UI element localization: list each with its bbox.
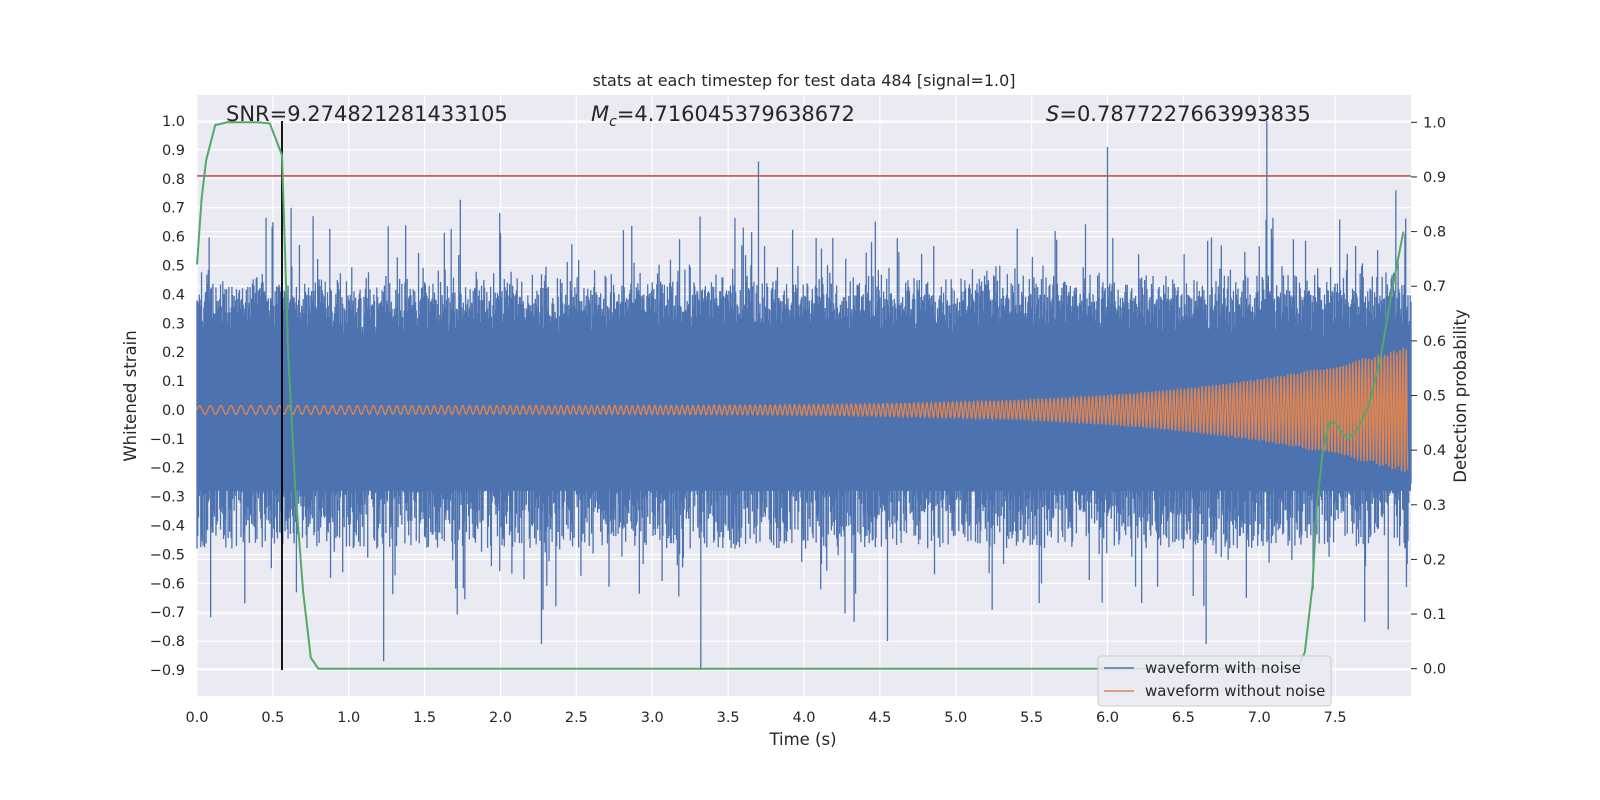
probability-line — [196, 121, 1405, 670]
y2-axis-label: Detection probability — [1451, 309, 1470, 483]
y-tick-label: −0.1 — [150, 432, 185, 448]
chirp-mass-subscript: c — [609, 114, 617, 130]
y-tick-label: 0.3 — [162, 316, 185, 332]
y2-tick-label: 0.6 — [1423, 334, 1446, 350]
y2-tick-label: 0.1 — [1423, 607, 1446, 623]
y-axis-ticks: 1.0 0.9 0.8 0.7 0.6 0.5 0.4 0.3 0.2 0.1 0.0 −0.1 −0.… — [150, 114, 185, 679]
x-tick-label: 6.0 — [1096, 710, 1119, 726]
x-tick-label: 6.5 — [1172, 710, 1195, 726]
y-tick-label: 0.4 — [162, 287, 185, 303]
y-tick-label: −0.7 — [150, 605, 185, 621]
y2-tick-label: 0.4 — [1423, 443, 1446, 459]
y-tick-label: −0.6 — [150, 576, 185, 592]
score-value: =0.7877227663993835 — [1059, 102, 1310, 126]
y-tick-label: −0.2 — [150, 461, 185, 477]
y2-tick-label: 0.3 — [1423, 498, 1446, 514]
x-tick-label: 0.5 — [261, 710, 284, 726]
y-tick-label: −0.9 — [150, 663, 185, 679]
x-tick-label: 5.0 — [944, 710, 967, 726]
x-tick-label: 7.5 — [1324, 710, 1347, 726]
legend-label-noise: waveform with noise — [1145, 659, 1301, 677]
score-annotation: S=0.7877227663993835 — [1046, 102, 1311, 126]
series-detection-probability — [196, 121, 1405, 670]
y2-tick-label: 1.0 — [1423, 115, 1446, 131]
x-tick-label: 0.0 — [185, 710, 208, 726]
y-tick-label: 0.7 — [162, 201, 185, 217]
y-tick-label: 0.5 — [162, 258, 185, 274]
y-tick-label: −0.5 — [150, 547, 185, 563]
x-axis-label: Time (s) — [768, 730, 836, 749]
chirp-trace — [196, 347, 1409, 472]
y-tick-label: 0.9 — [162, 143, 185, 159]
x-tick-label: 4.0 — [792, 710, 815, 726]
x-tick-label: 1.5 — [413, 710, 436, 726]
y-tick-label: −0.8 — [150, 634, 185, 650]
y2-tick-label: 0.9 — [1423, 170, 1446, 186]
chirp-mass-annotation: Mc=4.716045379638672 — [591, 102, 855, 130]
chirp-mass-value: =4.716045379638672 — [617, 102, 855, 126]
y-tick-label: 1.0 — [162, 114, 185, 130]
x-tick-label: 3.5 — [717, 710, 740, 726]
y-tick-label: 0.6 — [162, 230, 185, 246]
y2-tick-label: 0.2 — [1423, 552, 1446, 568]
y-tick-label: 0.1 — [162, 374, 185, 390]
snr-annotation: SNR=9.274821281433105 — [226, 102, 508, 126]
y-tick-label: −0.4 — [150, 519, 185, 535]
y-axis-label: Whitened strain — [121, 330, 140, 461]
chirp-mass-symbol: M — [591, 102, 609, 126]
y-tick-label: 0.0 — [162, 403, 185, 419]
y-tick-label: −0.3 — [150, 490, 185, 506]
y2-axis-ticks: 1.0 0.9 0.8 0.7 0.6 0.5 0.4 0.3 0.2 0.1 0.0 — [1411, 115, 1446, 678]
y2-tick-label: 0.5 — [1423, 389, 1446, 405]
x-tick-label: 2.5 — [565, 710, 588, 726]
y2-tick-label: 0.0 — [1423, 662, 1446, 678]
x-tick-label: 5.5 — [1020, 710, 1043, 726]
legend: waveform with noise waveform without noi… — [1097, 655, 1332, 707]
y2-tick-label: 0.7 — [1423, 279, 1446, 295]
x-tick-label: 2.0 — [489, 710, 512, 726]
x-axis-ticks: 0.0 0.5 1.0 1.5 2.0 2.5 3.0 3.5 4.0 4.5 5.0 5.5 6.0 6… — [185, 710, 1346, 726]
score-symbol: S — [1046, 102, 1059, 126]
x-tick-label: 4.5 — [868, 710, 891, 726]
x-tick-label: 1.0 — [337, 710, 360, 726]
series-waveform-without-noise — [196, 347, 1409, 472]
chart-title: stats at each timestep for test data 484… — [592, 71, 1015, 90]
legend-label-clean: waveform without noise — [1145, 682, 1325, 700]
y2-tick-label: 0.8 — [1423, 225, 1446, 241]
x-tick-label: 3.0 — [641, 710, 664, 726]
legend-box — [1097, 655, 1332, 707]
y-tick-label: 0.2 — [162, 345, 185, 361]
x-tick-label: 7.0 — [1248, 710, 1271, 726]
y-tick-label: 0.8 — [162, 172, 185, 188]
